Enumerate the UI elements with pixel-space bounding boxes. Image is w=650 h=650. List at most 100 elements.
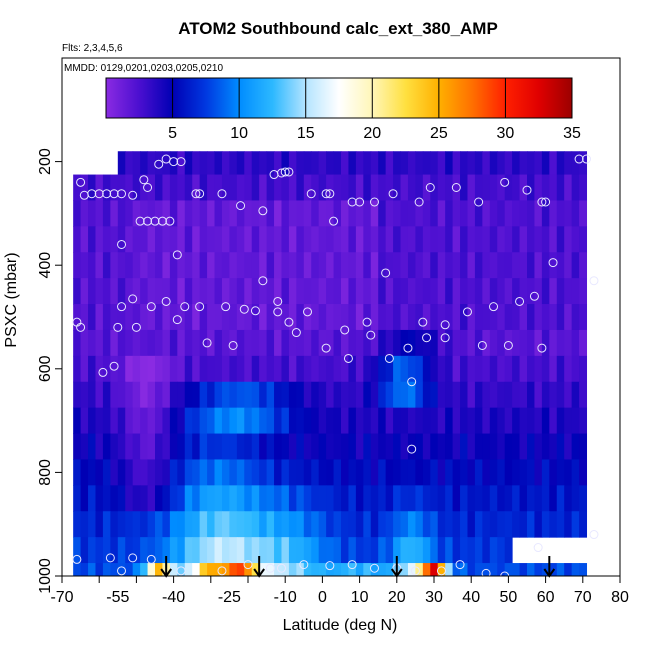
heatmap-cell (147, 407, 156, 435)
heatmap-cell (288, 433, 297, 460)
sample-point (325, 561, 335, 571)
heatmap-cell (437, 151, 446, 176)
heatmap-cell (370, 459, 379, 486)
heatmap-cell (579, 304, 588, 331)
heatmap-cell (251, 226, 260, 253)
heatmap-cell (497, 278, 506, 305)
heatmap-cell (497, 381, 506, 409)
heatmap-cell (519, 433, 528, 460)
heatmap-cell (199, 200, 208, 227)
heatmap-cell (169, 485, 178, 512)
heatmap-cell (415, 200, 424, 227)
heatmap-cell (326, 200, 335, 227)
heatmap-cell (266, 459, 275, 486)
heatmap-cell (378, 511, 387, 538)
heatmap-cell (162, 278, 171, 305)
heatmap-cell (400, 252, 409, 279)
sample-point (191, 189, 201, 199)
heatmap-cell (140, 563, 149, 576)
heatmap-cell (236, 252, 245, 279)
sample-point (414, 197, 424, 207)
heatmap-cell (244, 174, 253, 201)
sample-point (529, 291, 539, 301)
heatmap-cell (326, 304, 335, 331)
sample-point (589, 530, 599, 540)
heatmap-cell (407, 200, 416, 227)
sample-point (500, 571, 510, 576)
heatmap-cell (527, 304, 535, 331)
heatmap-cell (147, 381, 156, 409)
heatmap-cell (184, 485, 193, 512)
heatmap-cell (393, 329, 402, 357)
sample-point (548, 258, 558, 268)
x-axis: -70 -55 -40 -25 -10 0 10 20 30 40 50 60 70 80 (50, 576, 629, 606)
heatmap-cell (221, 433, 230, 460)
heatmap-cell (556, 355, 565, 383)
heatmap-cell (482, 433, 491, 460)
heatmap-cell (140, 355, 149, 383)
heatmap-cell (281, 537, 290, 564)
heatmap-cell (177, 252, 186, 279)
heatmap-cell (489, 151, 498, 176)
heatmap-cell (229, 355, 238, 383)
sample-point (258, 276, 268, 286)
heatmap-cell (199, 278, 208, 305)
sample-point (128, 294, 138, 304)
heatmap-cell (274, 329, 282, 357)
heatmap-cell (95, 252, 104, 279)
heatmap-cell (236, 329, 245, 357)
heatmap-cell (541, 226, 550, 253)
heatmap-cell (288, 381, 297, 409)
heatmap-cell (169, 151, 178, 176)
heatmap-cell (102, 433, 111, 460)
heatmap-cell (132, 563, 141, 576)
heatmap-cell (95, 485, 104, 512)
heatmap-cell (326, 355, 335, 383)
heatmap-cell (102, 459, 111, 486)
heatmap-cell (407, 537, 416, 564)
heatmap-cell (467, 226, 476, 253)
heatmap-cell (102, 304, 111, 331)
heatmap-cell (378, 459, 387, 486)
heatmap-cell (259, 200, 268, 227)
heatmap-cell (177, 151, 186, 176)
heatmap-cell (541, 278, 550, 305)
heatmap-cell (460, 355, 468, 383)
heatmap-cell (184, 174, 193, 201)
heatmap-cell (102, 252, 111, 279)
heatmap-cell (422, 174, 431, 201)
colorbar-tick-label: 30 (497, 125, 515, 142)
heatmap-cell (80, 485, 89, 512)
heatmap-cell (363, 355, 372, 383)
heatmap-cell (437, 200, 446, 227)
heatmap-cell (296, 329, 305, 357)
colorbar-gradient (105, 77, 573, 119)
heatmap-cell (259, 174, 268, 201)
heatmap-cell (482, 252, 491, 279)
heatmap-cell (303, 304, 312, 331)
heatmap-cell (527, 174, 535, 201)
heatmap-cell (80, 433, 89, 460)
sample-point (94, 189, 104, 199)
sample-point (250, 306, 260, 316)
heatmap-cell (504, 381, 513, 409)
heatmap-cell (415, 537, 424, 564)
heatmap-cell (117, 174, 126, 201)
heatmap-cell (370, 329, 379, 357)
sample-point (515, 296, 525, 306)
heatmap-cell (199, 226, 208, 253)
heatmap-cell (378, 485, 387, 512)
heatmap-cell (192, 252, 201, 279)
heatmap-cell (199, 459, 208, 486)
heatmap-cell (519, 407, 528, 435)
heatmap-cell (512, 329, 521, 357)
sample-point (228, 340, 238, 350)
heatmap-cell (445, 563, 454, 576)
heatmap-cell (214, 381, 223, 409)
heatmap-cell (512, 381, 521, 409)
heatmap-cell (430, 459, 439, 486)
sample-point (541, 197, 551, 207)
heatmap-cell (288, 252, 297, 279)
heatmap-cell (519, 459, 528, 486)
heatmap-cell (512, 433, 521, 460)
